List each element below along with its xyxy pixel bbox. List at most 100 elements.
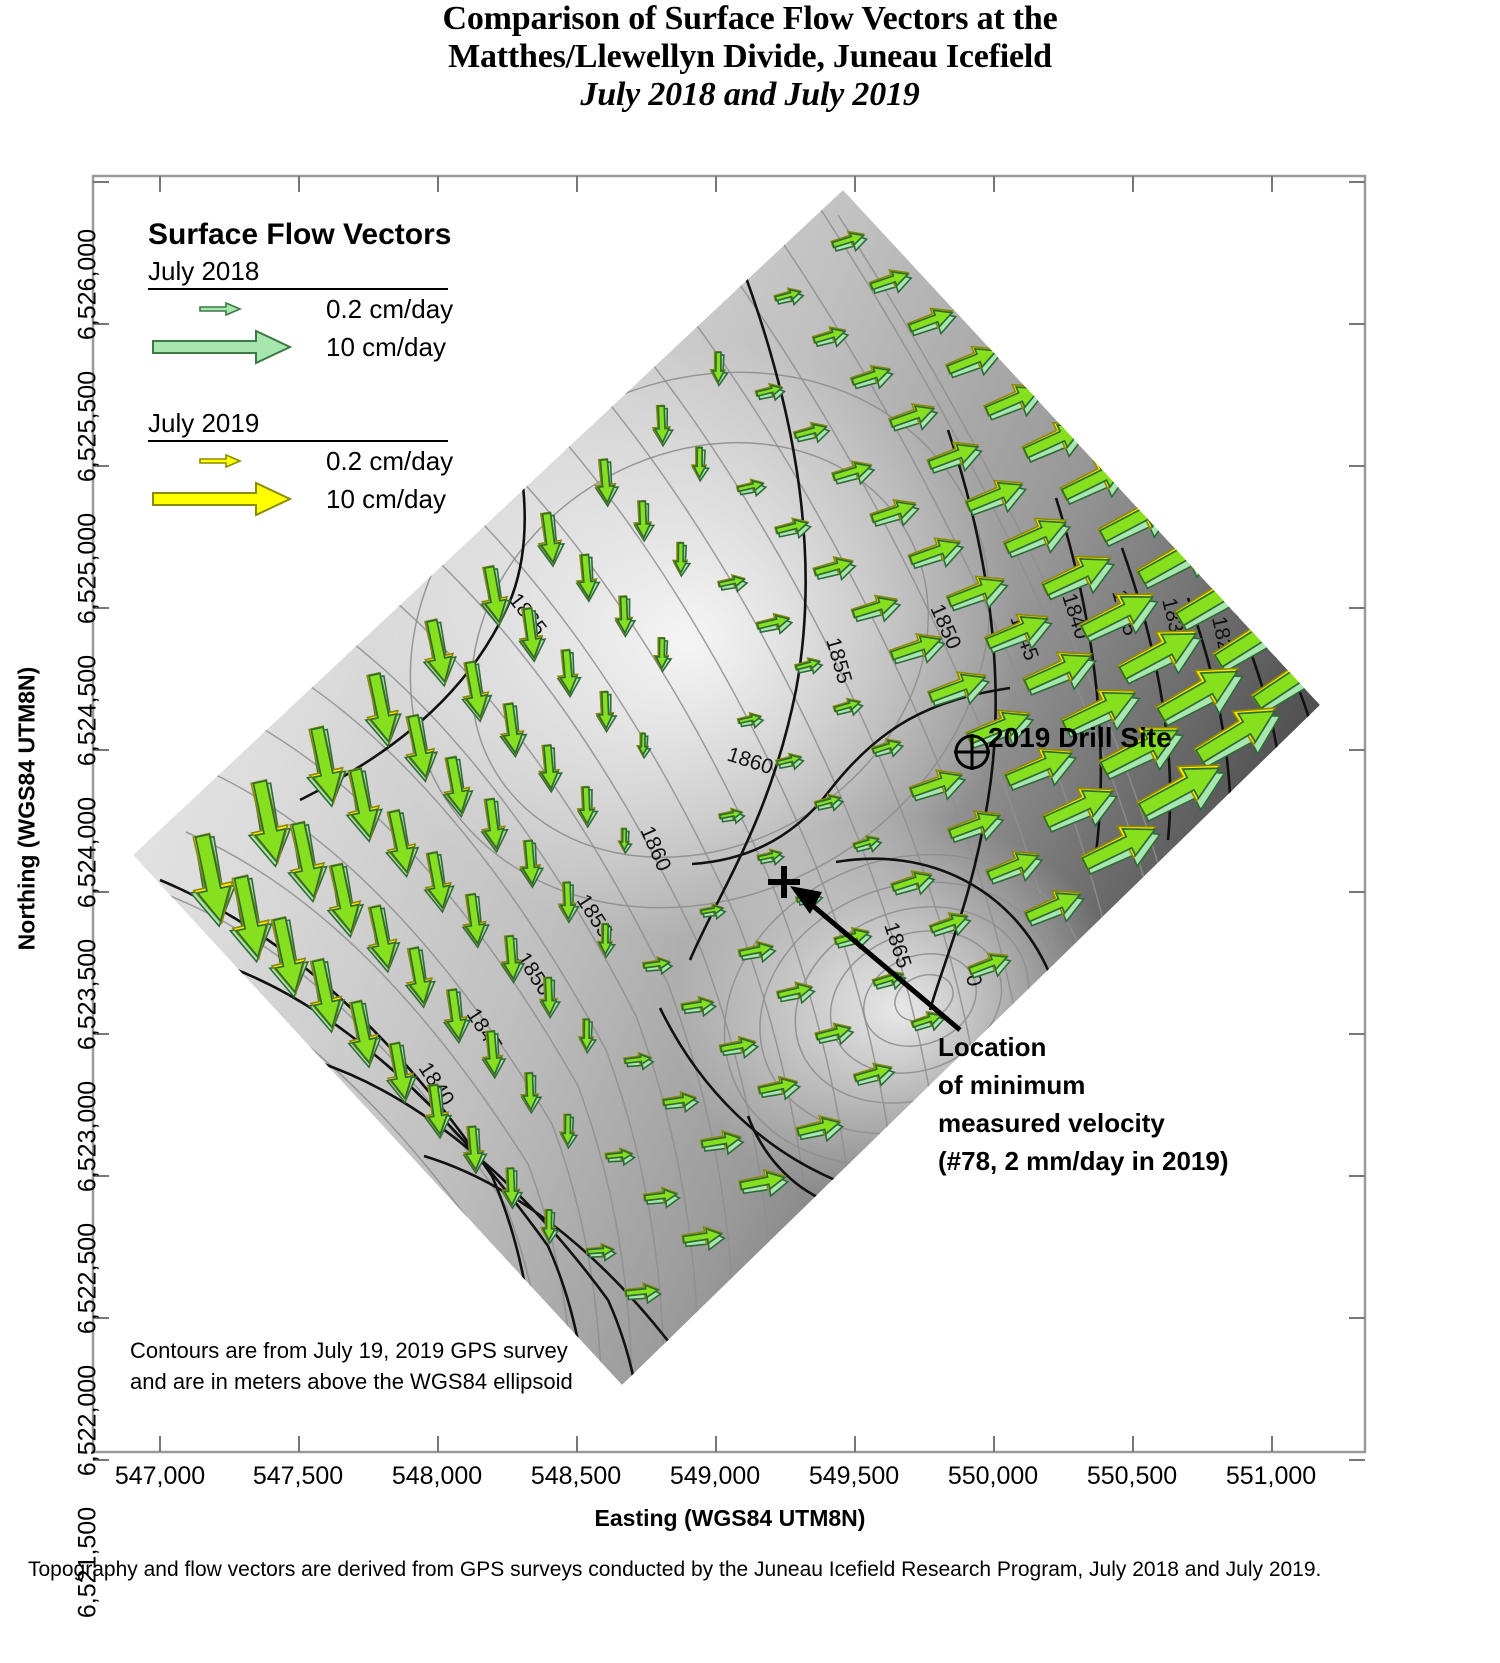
flow-vector-arrow-pair — [501, 1167, 524, 1210]
flow-vector-arrow-pair — [926, 441, 983, 474]
flow-vector-arrow-pair — [651, 404, 675, 448]
flow-vector-arrow-pair — [481, 1029, 507, 1080]
flow-vector-arrow-pair — [736, 711, 765, 730]
min-velocity-line-4: (#78, 2 mm/day in 2019) — [938, 1146, 1229, 1176]
flow-vector-arrow-pair — [585, 1242, 618, 1262]
flow-vector-arrow-pair — [422, 618, 457, 688]
flow-vector-arrow-pair — [965, 709, 1035, 749]
flow-vector-arrow-pair — [966, 952, 1012, 979]
flow-vector-arrow-pair — [811, 326, 850, 348]
legend-year-2018: July 2018 — [148, 256, 448, 290]
flow-vector-arrow-pair — [985, 850, 1044, 885]
flow-vector-arrow-pair — [461, 892, 490, 949]
flow-vector-arrow-pair — [480, 797, 509, 854]
x-tick: 549,500 — [808, 1462, 900, 1490]
flow-vector-arrow-pair — [946, 810, 1005, 844]
x-tick: 548,500 — [530, 1462, 622, 1490]
flow-vector-arrow-pair — [442, 987, 472, 1045]
flow-vector-arrow-pair — [462, 1125, 488, 1175]
flow-vector-arrow-pair — [832, 926, 873, 950]
flow-vector-arrow-pair — [268, 915, 310, 999]
flow-vector-arrow-pair — [1059, 689, 1141, 738]
legend-arrow-2018-small — [148, 296, 326, 322]
flow-vector-map-figure: 1865 1860 1860 1855 1850 1845 1840 1835 … — [13, 174, 1367, 1618]
flow-vector-arrow-pair — [364, 671, 402, 748]
drill-site-label: 2019 Drill Site — [988, 722, 1172, 753]
flow-vector-arrow-pair — [756, 1075, 802, 1101]
flow-vector-arrow-pair — [775, 752, 805, 771]
flow-vector-arrow-pair — [754, 382, 786, 402]
title-line-3: July 2018 and July 2019 — [580, 76, 920, 113]
flow-vector-arrow-pair — [538, 976, 562, 1020]
flow-vector-arrow-pair — [442, 755, 474, 819]
flow-vector-arrow-pair — [1041, 787, 1119, 833]
arrow-small-2018-icon — [199, 301, 243, 317]
flow-vector-arrow-pair — [887, 403, 939, 432]
flow-vector-arrow-pair — [461, 660, 493, 723]
flow-vector-arrow-pair — [576, 785, 599, 829]
flow-vector-arrows — [189, 230, 1320, 1305]
flow-vector-arrow-pair — [983, 383, 1046, 421]
figure-title: Comparison of Surface Flow Vectors at th… — [0, 0, 1500, 114]
flow-vector-arrow-pair — [518, 606, 547, 663]
flow-vector-arrow-pair — [681, 1225, 726, 1252]
flow-vector-arrow-pair — [614, 595, 637, 638]
flow-vector-arrow-pair — [604, 1147, 636, 1167]
legend-group-2019: July 2019 0.2 cm/day 10 cm/day — [148, 408, 453, 518]
arrow-large-2018-icon — [152, 329, 293, 365]
flow-vector-arrow-pair — [305, 725, 347, 808]
flow-vector-arrow-pair — [404, 945, 436, 1009]
flow-vector-arrow-pair — [928, 912, 972, 937]
flow-vector-arrow-pair — [623, 1051, 655, 1071]
flow-vector-arrow-pair — [851, 834, 883, 854]
min-velocity-leader-arrow — [790, 886, 962, 1032]
drill-site-marker — [954, 734, 990, 770]
flow-vector-arrow-pair — [773, 287, 805, 307]
x-axis-title: Easting (WGS84 UTM8N) — [594, 1505, 866, 1531]
x-tick: 551,000 — [1225, 1462, 1317, 1490]
legend-row-2018-large: 10 cm/day — [148, 328, 453, 366]
flow-vector-arrow-pair — [1078, 593, 1159, 643]
flow-vector-arrow-pair — [709, 351, 729, 387]
legend-title: Surface Flow Vectors — [148, 218, 452, 251]
title-line-1: Comparison of Surface Flow Vectors at th… — [442, 0, 1058, 37]
flow-vector-arrow-pair — [814, 1022, 855, 1046]
x-tick: 550,000 — [947, 1462, 1039, 1490]
flow-vector-arrow-pair — [889, 870, 936, 896]
min-velocity-annotation: Location of minimum measured velocity (#… — [938, 1028, 1228, 1180]
legend-arrow-2018-large — [148, 327, 326, 367]
flow-vector-arrow-pair — [641, 956, 674, 976]
legend-row-2019-small: 0.2 cm/day — [148, 442, 453, 480]
flow-vector-arrow-pair — [1079, 825, 1162, 875]
flow-vector-arrow-pair — [287, 820, 328, 904]
flow-vector-arrow-pair — [737, 940, 777, 964]
flow-vector-arrow-pair — [832, 697, 864, 717]
flow-vector-arrow-pair — [558, 1113, 579, 1150]
flow-vector-arrow-pair — [983, 613, 1053, 654]
flow-vector-arrow-pair — [718, 1035, 760, 1060]
flow-vector-arrow-pair — [813, 793, 845, 812]
y-axis-title: Northing (WGS84 UTM8N) — [13, 666, 40, 951]
axis-tick-marks — [93, 176, 1365, 1461]
flow-vector-arrow-pair — [228, 874, 273, 964]
flow-vector-arrow-pair — [1193, 707, 1282, 769]
flow-vector-arrow-pair — [1002, 517, 1072, 559]
flow-vector-arrow-pair — [1021, 651, 1097, 696]
flow-vector-arrow-pair — [594, 458, 620, 508]
flow-vector-arrow-pair — [636, 732, 652, 760]
legend-group-2018: July 2018 0.2 cm/day 10 cm/day — [148, 256, 453, 366]
flow-vector-arrow-pair — [795, 1114, 845, 1143]
flow-vector-arrow-pair — [680, 995, 718, 1018]
flow-vector-arrow-pair — [403, 713, 439, 783]
flow-vector-arrow-pair — [869, 498, 920, 527]
min-velocity-line-3: measured velocity — [938, 1108, 1165, 1138]
flow-vector-arrow-pair — [830, 460, 876, 486]
flow-vector-arrow-pair — [1040, 555, 1116, 601]
legend-label-2019-small: 0.2 cm/day — [326, 445, 454, 476]
legend: Surface Flow Vectors July 2018 0.2 cm/da… — [148, 218, 453, 518]
flow-vector-arrow-pair — [926, 671, 991, 707]
legend-arrow-2019-large — [148, 479, 326, 519]
flow-vector-arrow-pair — [945, 575, 1009, 612]
legend-label-2019-large: 10 cm/day — [326, 483, 446, 514]
flow-vector-arrow-pair — [773, 517, 813, 540]
